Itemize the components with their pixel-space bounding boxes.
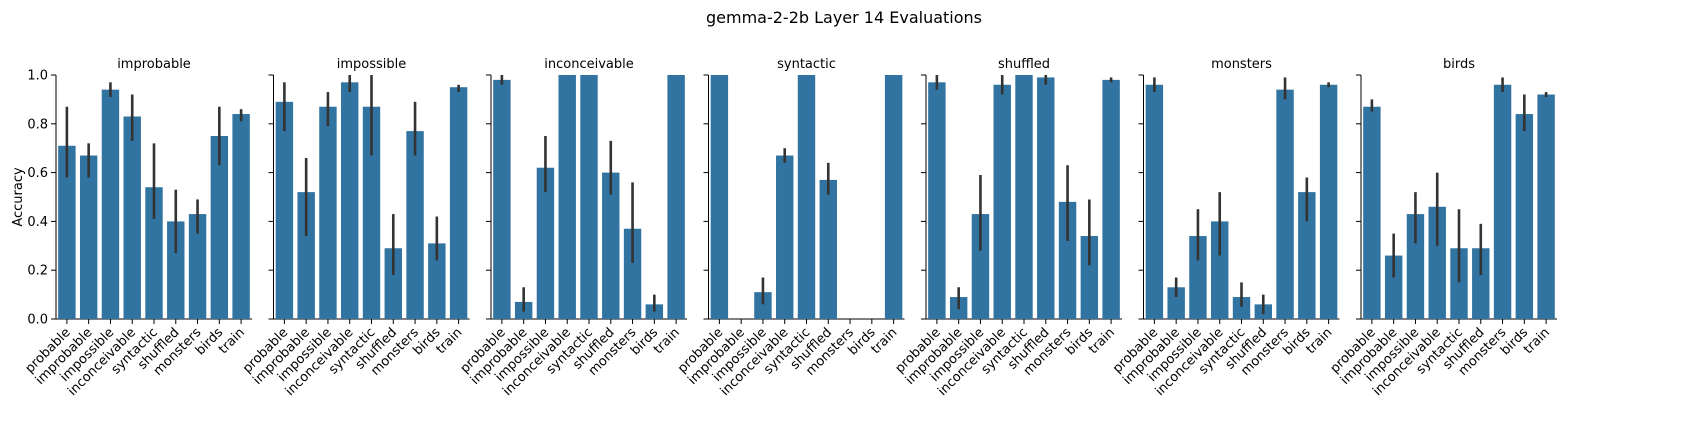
- bar-impossible: [319, 106, 337, 319]
- panel-monsters: monstersprobableimprobableimpossibleinco…: [1110, 57, 1340, 399]
- panel-improbable: improbable0.00.20.40.60.81.0probableimpr…: [23, 57, 252, 399]
- bar-monsters: [1493, 84, 1512, 319]
- x-tick-label: train: [868, 325, 900, 357]
- bar-probable: [710, 75, 729, 319]
- bar-birds: [428, 243, 446, 319]
- bar-syntactic: [1015, 75, 1033, 319]
- bar-impossible: [1406, 214, 1425, 319]
- bar-impossible: [971, 214, 990, 319]
- bar-monsters: [1058, 201, 1077, 319]
- bar-probable: [928, 82, 946, 319]
- y-tick-label: 1.0: [27, 69, 48, 84]
- bar-train: [232, 114, 250, 319]
- bar-birds: [1298, 192, 1316, 319]
- x-tick-label: train: [651, 325, 683, 357]
- panel-title: inconceivable: [544, 57, 633, 72]
- y-tick-label: 0.6: [27, 166, 48, 181]
- x-tick-label: train: [1303, 325, 1335, 357]
- bar-train: [1537, 94, 1555, 320]
- bar-syntactic: [145, 187, 163, 319]
- bar-probable: [58, 145, 76, 319]
- panel-title: impossible: [337, 57, 407, 72]
- bar-train: [667, 75, 685, 319]
- bar-probable: [1145, 84, 1164, 319]
- panel-birds: birdsprobableimprobableimpossibleinconce…: [1328, 57, 1557, 399]
- bar-inconceivable: [1211, 221, 1229, 319]
- y-tick-label: 0.0: [27, 313, 48, 328]
- bar-birds: [210, 136, 229, 319]
- bar-improbable: [1167, 287, 1185, 319]
- x-tick-label: train: [1521, 325, 1553, 357]
- y-tick-label: 0.4: [27, 215, 48, 230]
- bar-shuffled: [167, 221, 185, 319]
- bar-inconceivable: [123, 116, 141, 319]
- bar-inconceivable: [1428, 206, 1446, 319]
- bar-shuffled: [1037, 77, 1055, 319]
- bar-improbable: [1384, 255, 1403, 319]
- bar-inconceivable: [993, 84, 1011, 319]
- y-axis-label: Accuracy: [11, 167, 26, 227]
- bar-train: [449, 87, 468, 319]
- bar-improbable: [297, 192, 315, 319]
- bar-inconceivable: [776, 155, 794, 319]
- bar-syntactic: [797, 75, 816, 319]
- bar-inconceivable: [341, 82, 359, 319]
- panel-syntactic: syntacticprobableimprobableimpossibleinc…: [675, 57, 905, 399]
- bar-impossible: [1189, 236, 1207, 319]
- panel-shuffled: shuffledprobableimprobableimpossibleinco…: [893, 57, 1122, 399]
- figure-title: gemma-2-2b Layer 14 Evaluations: [705, 8, 983, 27]
- bar-probable: [1363, 106, 1381, 319]
- bar-syntactic: [1232, 297, 1251, 319]
- bar-monsters: [188, 214, 207, 319]
- bar-impossible: [536, 167, 555, 319]
- bar-shuffled: [819, 179, 837, 319]
- y-tick-label: 0.2: [27, 264, 48, 279]
- y-tick-label: 0.8: [27, 117, 48, 132]
- bar-train: [1319, 84, 1338, 319]
- bar-monsters: [1276, 89, 1294, 319]
- bar-shuffled: [1472, 248, 1490, 319]
- bar-probable: [275, 101, 294, 319]
- panel-inconceivable: inconceivableprobableimprobableimpossibl…: [458, 57, 687, 399]
- panel-impossible: impossibleprobableimprobableimpossiblein…: [240, 57, 470, 399]
- x-tick-label: train: [433, 325, 465, 357]
- bar-monsters: [406, 131, 424, 319]
- bar-monsters: [623, 228, 642, 319]
- panel-title: shuffled: [998, 57, 1050, 72]
- panel-title: improbable: [117, 57, 191, 72]
- bar-impossible: [754, 292, 772, 319]
- bar-train: [884, 75, 903, 319]
- panel-title: birds: [1443, 57, 1475, 72]
- bar-inconceivable: [558, 75, 576, 319]
- x-tick-label: train: [1086, 325, 1118, 357]
- bar-syntactic: [580, 75, 598, 319]
- bar-shuffled: [602, 172, 620, 319]
- panel-title: monsters: [1211, 57, 1272, 72]
- bar-probable: [493, 79, 511, 319]
- bar-birds: [1515, 114, 1534, 319]
- bar-train: [1102, 79, 1120, 319]
- bar-birds: [1080, 236, 1099, 319]
- bar-syntactic: [1450, 248, 1468, 319]
- panel-title: syntactic: [777, 57, 836, 72]
- bar-improbable: [79, 155, 98, 319]
- bar-syntactic: [362, 106, 381, 319]
- x-tick-label: train: [216, 325, 248, 357]
- bar-shuffled: [384, 248, 402, 319]
- bar-impossible: [101, 89, 120, 319]
